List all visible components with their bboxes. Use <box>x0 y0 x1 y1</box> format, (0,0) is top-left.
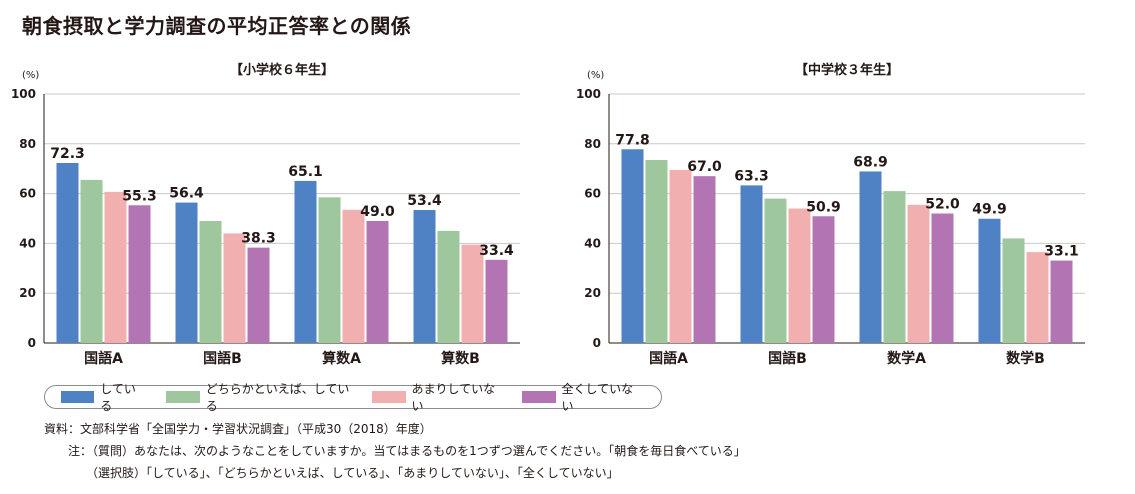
bar <box>907 204 930 343</box>
bar <box>104 191 127 343</box>
bar <box>294 180 317 343</box>
bar <box>175 202 198 343</box>
y-tick-label: 60 <box>584 187 601 201</box>
bar <box>366 220 389 343</box>
data-label: 55.3 <box>122 188 157 204</box>
bar <box>485 259 508 343</box>
bar <box>461 244 484 343</box>
bar <box>740 185 763 343</box>
bar <box>413 210 436 343</box>
legend-swatch <box>372 391 406 403</box>
legend-label: 全くしていない <box>561 382 634 413</box>
y-tick-label: 0 <box>593 336 601 350</box>
y-tick-label: 40 <box>19 236 36 250</box>
bar <box>128 205 151 343</box>
bar <box>80 179 103 343</box>
data-label: 49.9 <box>972 202 1007 218</box>
legend-swatch <box>166 391 200 403</box>
options-note: （選択肢）「している」、「どちらかといえば、している」、「あまりしていない」、「… <box>86 466 619 480</box>
y-tick-label: 80 <box>19 137 36 151</box>
bar <box>764 198 787 343</box>
data-label: 38.3 <box>241 231 276 247</box>
x-tick-label: 算数B <box>441 350 480 367</box>
legend-label: どちらかといえば、している <box>205 382 350 413</box>
x-tick-label: 国語A <box>649 350 688 367</box>
y-tick-label: 20 <box>584 286 601 300</box>
legend-label: あまりしていない <box>411 382 496 413</box>
data-label: 49.0 <box>360 204 395 220</box>
data-label: 50.9 <box>806 199 841 215</box>
x-tick-label: 数学A <box>887 350 926 367</box>
legend-item: 全くしていない <box>522 380 639 414</box>
page-title: 朝食摂取と学力調査の平均正答率との関係 <box>22 14 412 38</box>
notes: 資料：文部科学省「全国学力・学習状況調査」（平成30（2018）年度） 注：（質… <box>44 418 746 484</box>
legend-label: している <box>100 382 136 413</box>
data-label: 33.4 <box>479 243 514 259</box>
y-tick-label: 100 <box>11 87 36 101</box>
bar <box>788 208 811 343</box>
y-tick-label: 80 <box>584 137 601 151</box>
legend-swatch <box>61 391 95 403</box>
chart-title: 【小学校６年生】 <box>230 62 334 78</box>
bar <box>1002 238 1025 343</box>
bar <box>621 149 644 343</box>
question-note: 注：（質問）あなたは、次のようなことをしていますか。当てはまるものを1つずつ選ん… <box>68 444 746 458</box>
data-label: 53.4 <box>407 193 442 209</box>
data-label: 56.4 <box>169 186 204 202</box>
data-label: 33.1 <box>1044 244 1079 260</box>
legend-swatch <box>522 391 556 403</box>
bar <box>859 171 882 343</box>
bar <box>437 230 460 343</box>
y-tick-label: 20 <box>19 286 36 300</box>
bar <box>1026 252 1049 343</box>
y-tick-label: 100 <box>576 87 601 101</box>
x-tick-label: 国語B <box>768 350 807 367</box>
y-axis-unit: (%) <box>587 70 604 81</box>
bar <box>931 213 954 343</box>
data-label: 63.3 <box>734 168 769 184</box>
chart-title: 【中学校３年生】 <box>795 62 899 78</box>
x-tick-label: 国語B <box>203 350 242 367</box>
bar <box>247 247 270 343</box>
x-tick-label: 国語A <box>84 350 123 367</box>
data-label: 67.0 <box>687 159 722 175</box>
data-label: 77.8 <box>615 132 650 148</box>
y-tick-label: 60 <box>19 187 36 201</box>
chart-elementary: 【小学校６年生】 (%) 0 20 40 60 80 100 国語A 国語B 算数A 算数B 72.3 5… <box>11 62 520 367</box>
bar <box>56 162 79 343</box>
data-label: 52.0 <box>925 197 960 213</box>
bar <box>978 218 1001 343</box>
bar <box>318 197 341 343</box>
legend-item: あまりしていない <box>372 380 500 414</box>
bar <box>223 233 246 343</box>
data-label: 68.9 <box>853 154 888 170</box>
bar <box>883 191 906 343</box>
x-tick-label: 数学B <box>1006 350 1045 367</box>
data-label: 72.3 <box>50 146 85 162</box>
chart-junior-high: 【中学校３年生】 (%) 0 20 40 60 80 100 国語A 国語B 数学A 数学B 77.8 6… <box>576 62 1085 367</box>
y-axis-unit: (%) <box>22 70 39 81</box>
y-tick-label: 40 <box>584 236 601 250</box>
bar <box>342 209 365 343</box>
source-note: 資料：文部科学省「全国学力・学習状況調査」（平成30（2018）年度） <box>44 422 432 436</box>
bar <box>693 176 716 343</box>
bar <box>199 220 222 343</box>
bar <box>812 216 835 343</box>
legend: している どちらかといえば、している あまりしていない 全くしていない <box>44 382 662 413</box>
bar <box>1050 260 1073 343</box>
legend-item: どちらかといえば、している <box>166 380 350 414</box>
bar <box>645 159 668 343</box>
bar <box>669 169 692 343</box>
x-tick-label: 算数A <box>322 350 361 367</box>
legend-item: している <box>61 380 144 414</box>
y-tick-label: 0 <box>28 336 36 350</box>
data-label: 65.1 <box>288 164 323 180</box>
